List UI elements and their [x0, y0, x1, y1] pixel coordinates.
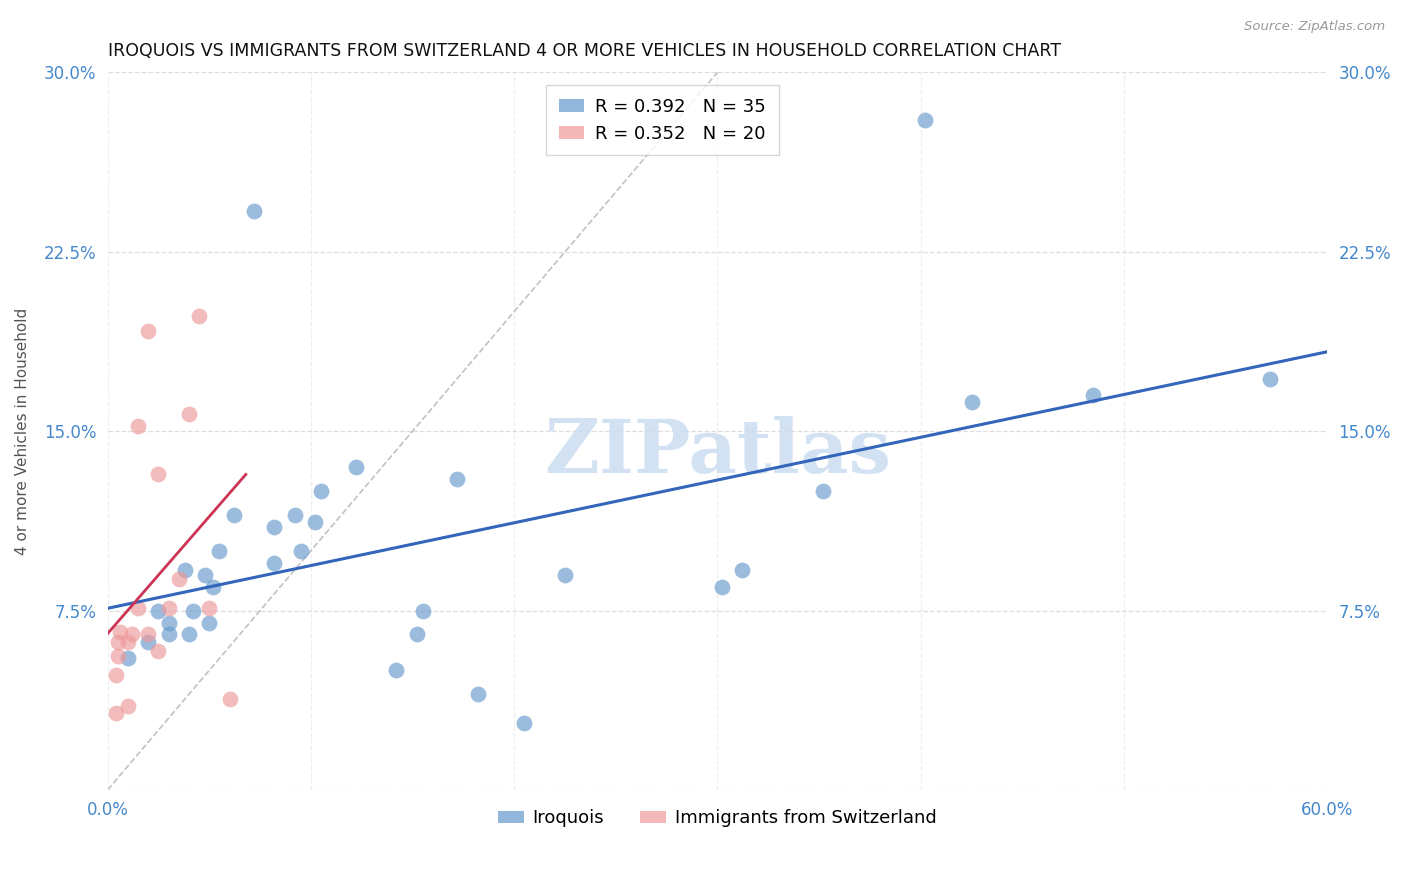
Point	[198, 615, 221, 630]
Point	[136, 627, 159, 641]
Point	[136, 634, 159, 648]
Point	[405, 627, 427, 641]
Point	[222, 508, 245, 522]
Legend: Iroquois, Immigrants from Switzerland: Iroquois, Immigrants from Switzerland	[491, 802, 943, 835]
Point	[412, 603, 434, 617]
Point	[243, 204, 266, 219]
Point	[104, 706, 127, 721]
Point	[290, 543, 312, 558]
Point	[108, 625, 131, 640]
Text: ZIPatlas: ZIPatlas	[544, 417, 891, 489]
Point	[208, 543, 231, 558]
Point	[202, 580, 225, 594]
Point	[107, 648, 129, 663]
Point	[446, 472, 468, 486]
Point	[1083, 388, 1105, 402]
Point	[554, 567, 576, 582]
Point	[107, 634, 129, 648]
Point	[344, 460, 367, 475]
Point	[467, 687, 489, 701]
Point	[117, 634, 139, 648]
Point	[167, 573, 190, 587]
Point	[263, 556, 285, 570]
Point	[811, 483, 834, 498]
Point	[148, 467, 170, 482]
Point	[218, 692, 240, 706]
Point	[177, 627, 200, 641]
Point	[148, 644, 170, 658]
Point	[284, 508, 307, 522]
Point	[181, 603, 204, 617]
Point	[263, 520, 285, 534]
Point	[173, 563, 195, 577]
Point	[513, 715, 536, 730]
Point	[117, 699, 139, 714]
Point	[157, 627, 180, 641]
Point	[1260, 371, 1282, 385]
Point	[127, 601, 149, 615]
Text: Source: ZipAtlas.com: Source: ZipAtlas.com	[1244, 20, 1385, 33]
Point	[148, 603, 170, 617]
Point	[385, 663, 408, 677]
Point	[121, 627, 143, 641]
Point	[731, 563, 754, 577]
Point	[127, 419, 149, 434]
Point	[157, 601, 180, 615]
Y-axis label: 4 or more Vehicles in Household: 4 or more Vehicles in Household	[15, 308, 30, 555]
Point	[914, 113, 936, 128]
Point	[157, 615, 180, 630]
Point	[198, 601, 221, 615]
Point	[136, 324, 159, 338]
Point	[304, 515, 326, 529]
Point	[194, 567, 217, 582]
Text: IROQUOIS VS IMMIGRANTS FROM SWITZERLAND 4 OR MORE VEHICLES IN HOUSEHOLD CORRELAT: IROQUOIS VS IMMIGRANTS FROM SWITZERLAND …	[108, 42, 1060, 60]
Point	[104, 668, 127, 682]
Point	[177, 408, 200, 422]
Point	[188, 310, 211, 324]
Point	[117, 651, 139, 665]
Point	[960, 395, 983, 409]
Point	[309, 483, 332, 498]
Point	[710, 580, 733, 594]
